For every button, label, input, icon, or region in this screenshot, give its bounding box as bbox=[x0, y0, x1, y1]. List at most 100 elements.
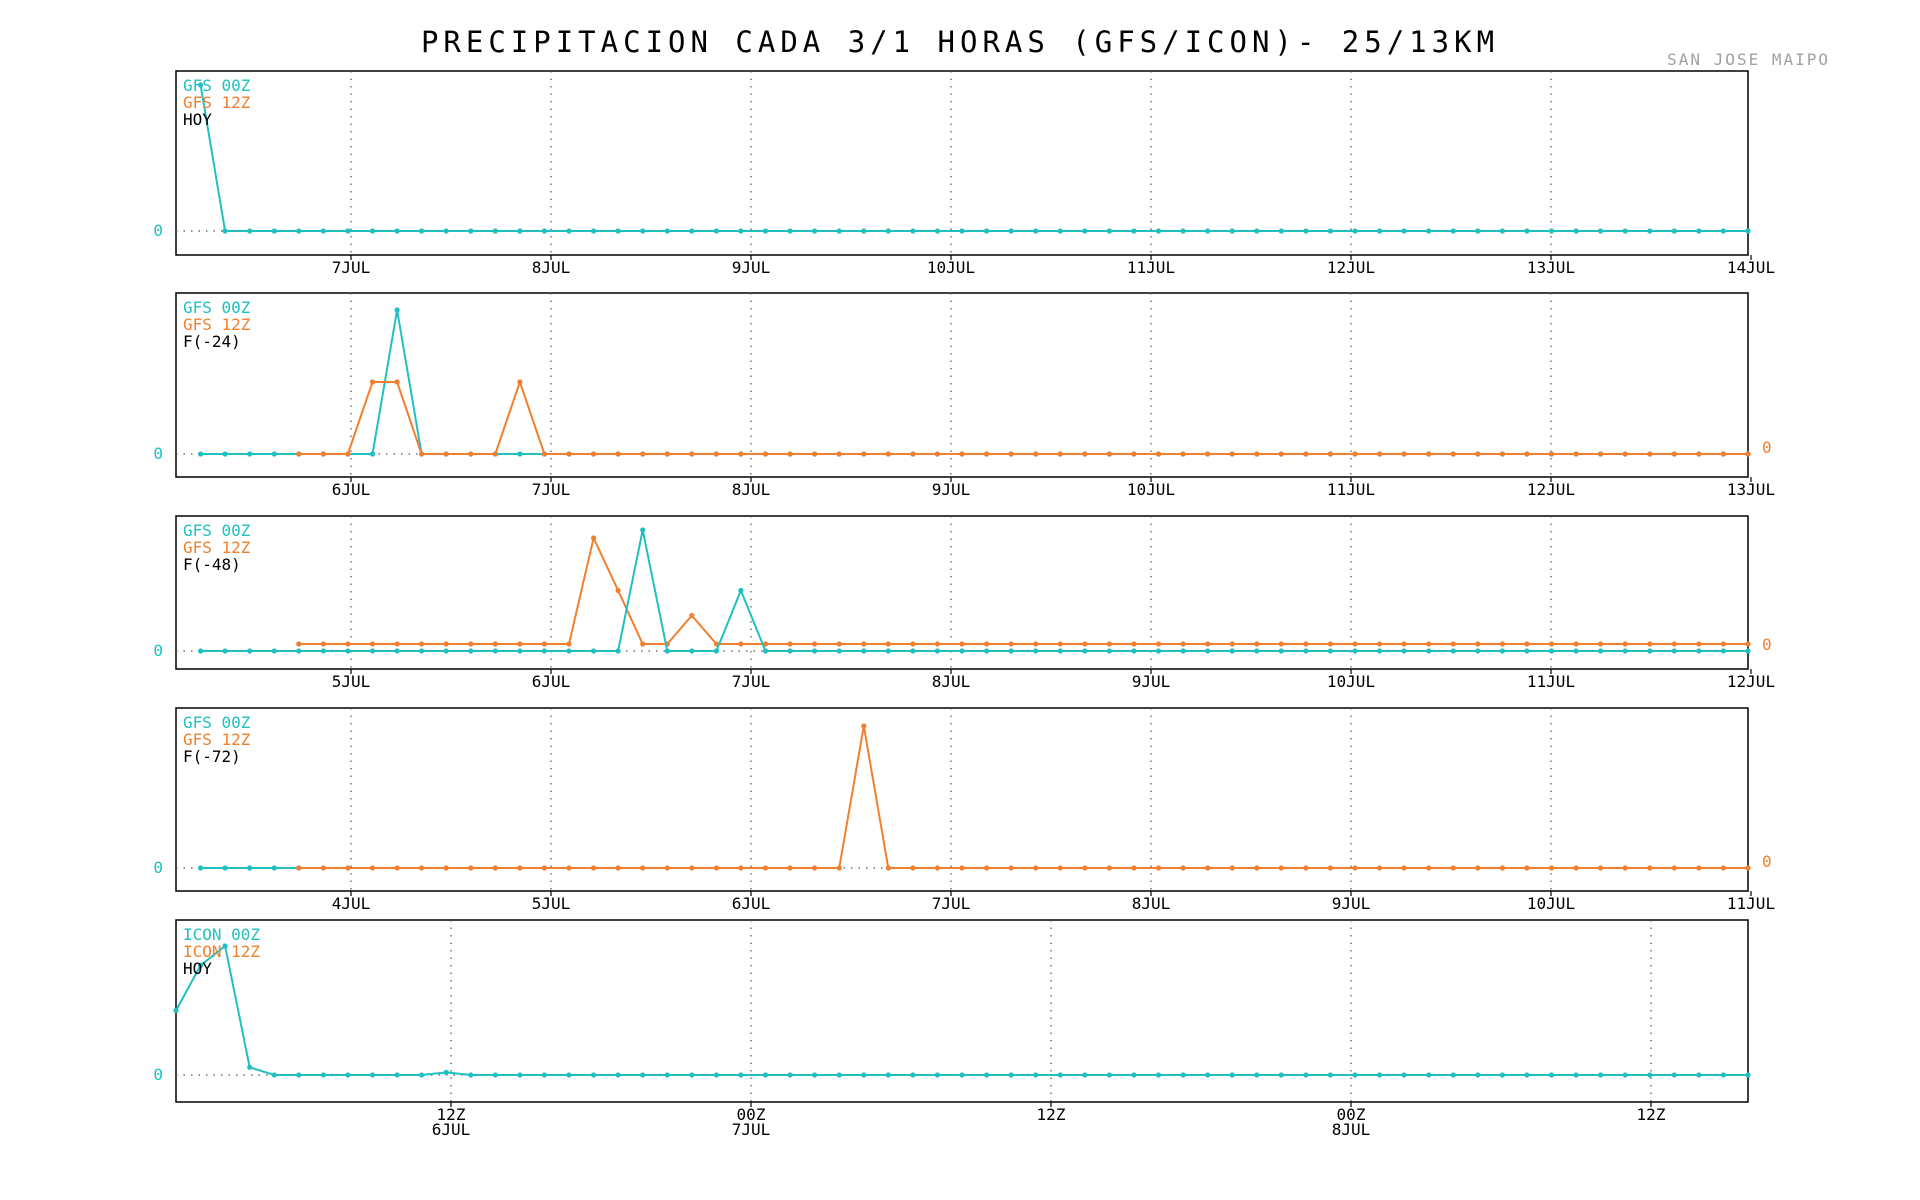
data-point bbox=[394, 307, 400, 313]
tick-label: 00Z bbox=[1337, 1105, 1366, 1124]
data-point bbox=[1008, 451, 1014, 457]
data-point bbox=[1082, 865, 1088, 871]
series-gfs-00z bbox=[198, 82, 1751, 234]
data-point bbox=[394, 379, 400, 385]
data-point bbox=[640, 641, 646, 647]
tick-label: 6JUL bbox=[432, 1120, 471, 1139]
data-point bbox=[1377, 1072, 1383, 1078]
data-point bbox=[861, 1072, 867, 1078]
legend-entry: GFS 12Z bbox=[183, 730, 251, 749]
data-point bbox=[984, 451, 990, 457]
tick-label: 11JUL bbox=[1127, 258, 1175, 277]
data-point bbox=[812, 1072, 818, 1078]
data-point bbox=[1524, 1072, 1530, 1078]
data-point bbox=[320, 865, 326, 871]
tick-label: 7JUL bbox=[532, 480, 571, 499]
data-point bbox=[1548, 865, 1555, 871]
data-point bbox=[1401, 451, 1407, 457]
data-point bbox=[222, 648, 228, 654]
tick-label: 6JUL bbox=[532, 672, 571, 691]
data-point bbox=[762, 451, 769, 457]
data-point bbox=[1205, 451, 1211, 457]
data-point bbox=[934, 641, 941, 647]
data-point bbox=[566, 865, 572, 871]
zero-label-left: 0 bbox=[153, 221, 163, 240]
data-point bbox=[369, 648, 376, 654]
data-point bbox=[934, 648, 941, 654]
data-point bbox=[1205, 865, 1211, 871]
data-point bbox=[1229, 1072, 1235, 1078]
series-line bbox=[175, 944, 1748, 1076]
data-point bbox=[541, 648, 548, 654]
data-point bbox=[1106, 641, 1112, 647]
data-point bbox=[1720, 648, 1726, 654]
data-point bbox=[615, 648, 621, 654]
data-point bbox=[517, 641, 523, 647]
tick-label: 6JUL bbox=[332, 480, 371, 499]
data-point bbox=[1671, 228, 1677, 234]
chart-panels: 7JUL 8JUL 9JUL 10JUL 11JUL 12JUL 13JUL 14JUL 0 GF… bbox=[153, 70, 1775, 1139]
data-point bbox=[1401, 865, 1407, 871]
data-point bbox=[1082, 641, 1088, 647]
data-point bbox=[1622, 1072, 1628, 1078]
data-point bbox=[369, 228, 376, 234]
data-point bbox=[1450, 865, 1456, 871]
data-point bbox=[492, 228, 498, 234]
tick-label: 5JUL bbox=[332, 672, 371, 691]
data-point bbox=[320, 648, 326, 654]
data-point bbox=[1499, 451, 1505, 457]
data-point bbox=[1598, 228, 1604, 234]
data-point bbox=[1303, 228, 1309, 234]
legend-entry: ICON 12Z bbox=[183, 942, 260, 961]
data-point bbox=[222, 228, 228, 234]
tick-label: 8JUL bbox=[932, 672, 971, 691]
data-point bbox=[222, 865, 228, 871]
data-point bbox=[541, 641, 548, 647]
series-gfs-00z bbox=[198, 527, 1751, 654]
data-point bbox=[517, 451, 523, 457]
data-point bbox=[1745, 228, 1751, 234]
data-point bbox=[1254, 865, 1260, 871]
data-point bbox=[640, 527, 646, 533]
tick-label: 8JUL bbox=[532, 258, 571, 277]
data-point bbox=[1499, 228, 1505, 234]
data-point bbox=[738, 587, 744, 594]
data-point bbox=[885, 641, 891, 647]
data-point bbox=[1155, 451, 1162, 457]
data-point bbox=[1573, 451, 1579, 457]
data-point bbox=[1254, 1072, 1260, 1078]
legend-entry: F(-72) bbox=[183, 747, 241, 766]
data-point bbox=[738, 641, 744, 647]
data-point bbox=[1548, 451, 1555, 457]
data-point bbox=[394, 228, 400, 234]
data-point bbox=[762, 648, 769, 654]
data-point bbox=[1180, 641, 1186, 647]
data-point bbox=[787, 648, 793, 654]
tick-label: 8JUL bbox=[1132, 894, 1171, 913]
data-point bbox=[1303, 1072, 1309, 1078]
panel-frame bbox=[175, 292, 1749, 478]
zero-label-left: 0 bbox=[153, 1065, 163, 1084]
data-point bbox=[1524, 641, 1530, 647]
data-point bbox=[738, 1072, 744, 1078]
tick-label: 10JUL bbox=[1127, 480, 1175, 499]
data-point bbox=[492, 641, 498, 647]
data-point bbox=[1647, 451, 1653, 457]
legend-entry: GFS 00Z bbox=[183, 76, 251, 95]
data-point bbox=[1401, 641, 1407, 647]
tick-label: 9JUL bbox=[732, 258, 771, 277]
legend-entry: ICON 00Z bbox=[183, 925, 260, 944]
data-point bbox=[468, 1072, 474, 1078]
data-point bbox=[812, 228, 818, 234]
series-icon-00z bbox=[173, 943, 1751, 1078]
series-line bbox=[200, 309, 1748, 455]
data-point bbox=[1499, 1072, 1505, 1078]
tick-label: 7JUL bbox=[732, 1120, 771, 1139]
data-point bbox=[419, 451, 425, 457]
data-point bbox=[910, 865, 916, 871]
data-point bbox=[1106, 228, 1112, 234]
data-point bbox=[517, 648, 523, 654]
tick-label: 12Z bbox=[1637, 1105, 1666, 1124]
legend-entry: GFS 00Z bbox=[183, 298, 251, 317]
